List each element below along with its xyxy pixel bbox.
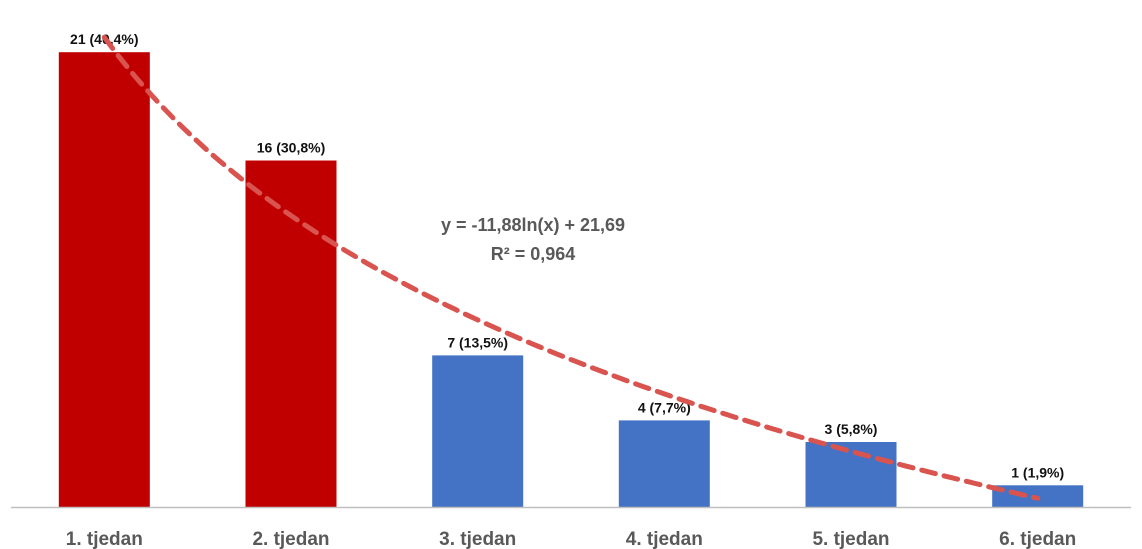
bar-5 <box>805 442 897 507</box>
bar-1 <box>58 52 150 507</box>
bar-2 <box>245 160 337 507</box>
x-tick-label-2: 2. tjedan <box>252 529 329 549</box>
bar-3 <box>432 355 524 507</box>
x-tick-label-1: 1. tjedan <box>66 529 143 549</box>
trendline <box>101 34 1041 501</box>
data-labels: 21 (40,4%)16 (30,8%)7 (13,5%)4 (7,7%)3 (… <box>70 31 1064 480</box>
trendline-r-squared: R² = 0,964 <box>491 244 576 264</box>
data-label-5: 3 (5,8%) <box>825 421 878 437</box>
x-tick-label-3: 3. tjedan <box>439 529 516 549</box>
data-label-4: 4 (7,7%) <box>638 399 691 415</box>
data-label-3: 7 (13,5%) <box>447 334 508 350</box>
data-label-6: 1 (1,9%) <box>1011 464 1064 480</box>
x-tick-label-4: 4. tjedan <box>626 529 703 549</box>
bar-4 <box>618 420 710 507</box>
data-label-2: 16 (30,8%) <box>257 140 325 156</box>
bars-layer <box>58 52 1084 507</box>
trendline-equation: y = -11,88ln(x) + 21,69 <box>441 215 625 235</box>
x-tick-label-5: 5. tjedan <box>812 529 889 549</box>
x-tick-labels: 1. tjedan 2. tjedan 3. tjedan 4. tjedan 5. t… <box>66 529 1076 549</box>
x-tick-label-6: 6. tjedan <box>999 529 1076 549</box>
